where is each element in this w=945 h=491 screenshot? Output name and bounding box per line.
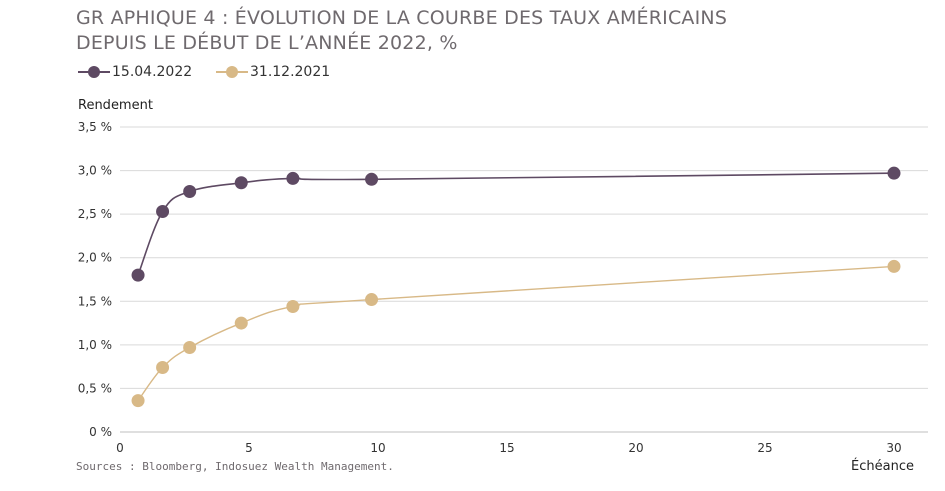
legend-marker-series-2: [216, 65, 248, 79]
series-1-point-3: [234, 176, 248, 190]
y-tick-label-2: 1,0 %: [78, 338, 112, 352]
legend-label-series-1: 15.04.2022: [112, 64, 193, 80]
x-tick-label-3: 15: [499, 441, 514, 455]
chart-title: GR APHIQUE 4 : ÉVOLUTION DE LA COURBE DE…: [76, 6, 727, 56]
legend-marker-series-1: [78, 65, 110, 79]
y-axis-title: Rendement: [78, 98, 153, 113]
series-1-point-2: [183, 184, 197, 198]
series-2-point-2: [183, 340, 197, 354]
series-layer: [131, 166, 901, 408]
y-tick-label-3: 1,5 %: [78, 294, 112, 308]
x-tick-label-6: 30: [886, 441, 901, 455]
y-tick-label-4: 2,0 %: [78, 251, 112, 265]
y-axis-tick-labels: 0 % 0,5 % 1,0 % 1,5 % 2,0 % 2,5 % 3,0 % 3,5 %: [78, 120, 112, 439]
series-1-point-6: [887, 166, 901, 180]
y-tick-label-7: 3,5 %: [78, 120, 112, 134]
y-tick-label-0: 0 %: [89, 425, 112, 439]
x-axis-title: Échéance: [851, 458, 914, 474]
x-tick-label-2: 10: [370, 441, 385, 455]
grid-lines: [120, 126, 928, 433]
series-2-point-5: [365, 293, 379, 307]
x-tick-label-4: 20: [628, 441, 643, 455]
series-1: [131, 166, 901, 282]
x-tick-label-1: 5: [245, 441, 253, 455]
series-2: [131, 259, 901, 408]
legend-label-series-2: 31.12.2021: [250, 64, 331, 80]
series-2-line: [137, 265, 895, 402]
y-tick-label-5: 2,5 %: [78, 207, 112, 221]
series-1-point-4: [286, 171, 300, 185]
y-tick-label-1: 0,5 %: [78, 381, 112, 395]
series-1-line: [137, 172, 895, 276]
series-1-point-5: [365, 172, 379, 186]
series-2-point-3: [234, 316, 248, 330]
series-1-point-0: [131, 268, 145, 282]
series-2-point-0: [131, 394, 145, 408]
legend-item-series-2: 31.12.2021: [216, 64, 330, 80]
x-tick-label-0: 0: [116, 441, 124, 455]
x-tick-label-5: 25: [757, 441, 772, 455]
series-2-point-4: [286, 300, 300, 314]
chart-title-line-1: GR APHIQUE 4 : ÉVOLUTION DE LA COURBE DE…: [76, 7, 728, 29]
x-axis-tick-labels: 0 5 10 15 20 25 30: [116, 441, 901, 455]
y-tick-label-6: 3,0 %: [78, 164, 112, 178]
series-2-point-6: [887, 259, 901, 273]
source-note: Sources : Bloomberg, Indosuez Wealth Man…: [76, 460, 394, 473]
legend-item-series-1: 15.04.2022: [78, 64, 192, 80]
series-1-point-1: [156, 205, 170, 219]
chart-title-line-2: DEPUIS LE DÉBUT DE L’ANNÉE 2022, %: [76, 32, 458, 54]
series-2-point-1: [156, 361, 170, 375]
